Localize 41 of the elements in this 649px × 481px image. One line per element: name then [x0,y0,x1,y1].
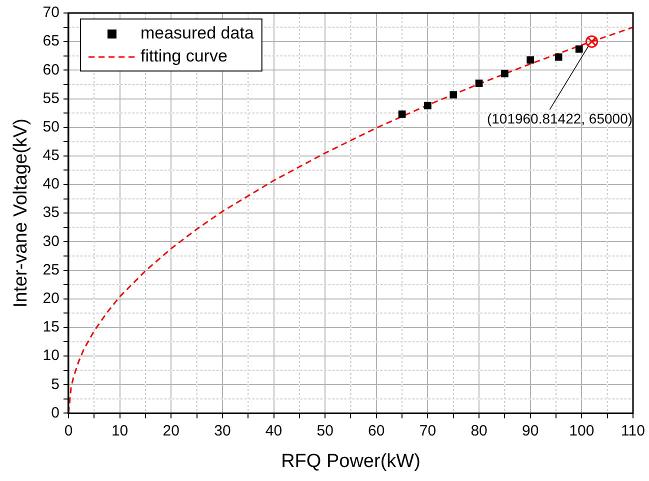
y-tick-label: 15 [42,318,60,336]
x-tick-label: 80 [470,422,488,440]
point [554,53,562,61]
legend-label: measured data [140,24,254,43]
x-tick-label: 70 [419,422,436,440]
point [575,45,583,53]
x-tick-label: 60 [368,422,385,440]
x-tick-label: 90 [522,422,539,440]
y-tick-label: 45 [42,147,60,164]
y-tick-label: 40 [42,176,60,193]
y-tick-label: 25 [42,261,60,278]
annotation: (101960.81422, 65000) [486,110,633,126]
y-tick-label: 55 [42,90,60,107]
x-tick-label: 100 [569,422,594,440]
point [501,70,508,78]
y-tick-label: 60 [42,61,60,78]
point [526,56,534,64]
line-series [68,26,633,414]
x-tick-label: 0 [64,422,73,440]
y-tick-label: 65 [42,32,60,50]
y-tick-label: 30 [42,232,60,250]
x-tick-label: 10 [111,422,128,440]
y-tick-label: 0 [51,404,60,422]
x-tick-label: 20 [162,422,180,440]
x-tick-label: 50 [316,422,334,440]
point [450,91,458,98]
y-tick-label: 5 [51,376,60,393]
x-axis-title: RFQ Power(kW) [281,450,420,472]
y-tick-label: 10 [42,347,60,364]
legend-label: fitting curve [140,46,228,66]
point [398,110,406,118]
y-axis-title: Inter-vane Voltage(kV) [10,118,32,308]
x-tick-label: 40 [265,422,282,440]
point [475,80,483,88]
y-tick-label: 35 [42,204,60,222]
y-tick-label: 70 [42,4,60,22]
y-tick-label: 20 [42,290,60,307]
x-tick-label: 30 [214,422,231,440]
point [424,102,432,110]
x-tick-label: 110 [621,422,645,440]
y-tick-label: 50 [42,118,60,136]
